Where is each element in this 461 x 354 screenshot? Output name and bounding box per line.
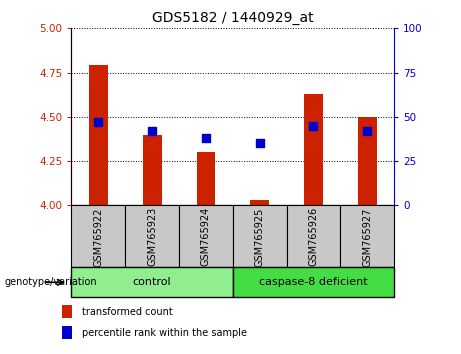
Title: GDS5182 / 1440929_at: GDS5182 / 1440929_at (152, 11, 313, 24)
Text: percentile rank within the sample: percentile rank within the sample (82, 328, 247, 338)
Text: GSM765926: GSM765926 (308, 207, 319, 267)
Bar (340, 205, 394, 267)
Text: GSM765923: GSM765923 (147, 207, 157, 267)
Bar (287, 205, 340, 267)
Bar (125, 205, 179, 267)
Bar (62, 305, 72, 318)
Text: GSM765922: GSM765922 (93, 207, 103, 267)
Bar (358, 117, 377, 205)
Point (310, 123, 317, 129)
Bar (143, 135, 161, 205)
Bar (62, 326, 72, 339)
Point (364, 128, 371, 134)
Bar (71, 267, 233, 297)
Bar (233, 205, 287, 267)
Text: control: control (133, 277, 171, 287)
Point (95, 119, 102, 125)
Bar (71, 205, 125, 267)
Text: GSM765925: GSM765925 (254, 207, 265, 267)
Point (148, 128, 156, 134)
Text: GSM765924: GSM765924 (201, 207, 211, 267)
Text: caspase-8 deficient: caspase-8 deficient (259, 277, 368, 287)
Bar (89, 65, 108, 205)
Point (202, 135, 210, 141)
Text: transformed count: transformed count (82, 307, 172, 316)
Bar (179, 205, 233, 267)
Point (256, 141, 263, 146)
Bar (196, 152, 215, 205)
Bar (233, 267, 394, 297)
Bar (304, 94, 323, 205)
Text: genotype/variation: genotype/variation (5, 277, 97, 287)
Text: GSM765927: GSM765927 (362, 207, 372, 267)
Bar (250, 200, 269, 205)
